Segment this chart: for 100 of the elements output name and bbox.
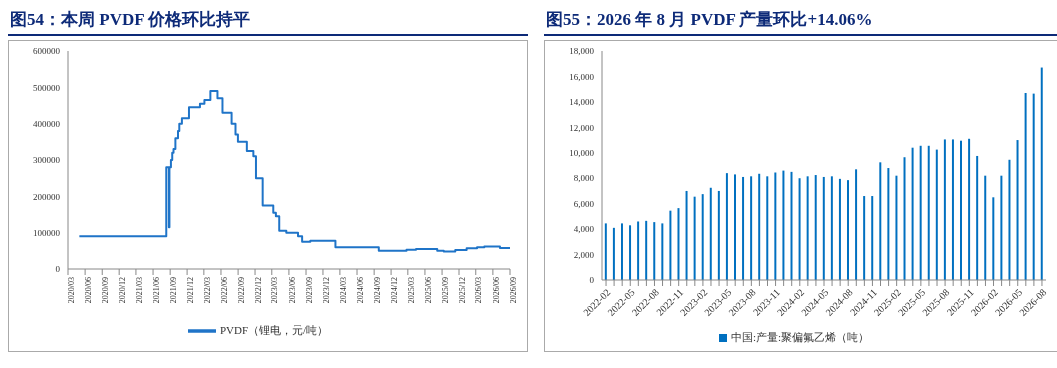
x-tick-label: 2020/03 [66,277,76,304]
x-tick-label: 2023/06 [287,277,297,304]
y-tick-label: 4,000 [573,224,595,235]
bar [1016,140,1019,280]
bar [992,197,995,280]
bar [701,194,704,280]
bar [960,140,963,280]
x-tick-label: 2023/12 [321,277,331,304]
bar [758,173,761,280]
bar [798,178,801,280]
bar [1008,159,1011,280]
x-tick-label: 2023/09 [304,277,314,304]
bar [847,180,850,280]
x-tick-label: 2024/03 [338,277,348,304]
bar [766,176,769,280]
bar [814,175,817,280]
bar [863,196,866,280]
y-tick-label: 14,000 [569,97,595,108]
y-tick-label: 12,000 [569,122,595,133]
x-tick-label: 2021/09 [168,277,178,304]
x-tick-label: 2022/12 [253,277,263,304]
bar [1024,92,1027,280]
bar [838,178,841,280]
bar [750,176,753,280]
bar [725,173,728,280]
x-tick-label: 2024/09 [372,277,382,304]
y-tick-label: 6,000 [573,198,595,209]
bar [790,171,793,280]
bar [604,223,607,280]
bar [919,145,922,280]
bar [742,176,745,280]
chart-title: 图54：本周 PVDF 价格环比持平 [8,8,528,36]
bar [822,176,825,280]
y-tick-label: 16,000 [569,71,595,82]
y-tick-label: 8,000 [573,173,595,184]
bar [976,155,979,280]
y-tick-label: 500000 [33,82,61,93]
y-tick-label: 2,000 [573,249,595,260]
y-tick-label: 18,000 [569,46,595,57]
y-tick-label: 10,000 [569,147,595,158]
y-tick-label: 0 [589,275,595,286]
x-tick-label: 2024/06 [355,277,365,304]
bar [685,190,688,280]
bar [629,225,632,280]
bar [879,162,882,280]
x-tick-label: 2022/06 [219,277,229,304]
bar [951,139,954,280]
bar [637,221,640,280]
bar [935,149,938,280]
chart-title: 图55：2026 年 8 月 PVDF 产量环比+14.06% [544,8,1057,36]
bar [806,176,809,280]
legend-label: 中国:产量:聚偏氟乙烯（吨） [730,331,870,343]
x-tick-label: 2020/09 [100,277,110,304]
y-tick-label: 400000 [33,118,61,129]
bar [1040,67,1043,280]
bar [895,175,898,280]
x-tick-label: 2020/12 [117,277,127,304]
x-tick-label: 2020/06 [83,277,93,304]
x-tick-label: 2026/09 [508,277,518,304]
x-tick-label: 2025/06 [423,277,433,304]
bar [903,157,906,280]
bar [693,196,696,280]
x-tick-label: 2021/03 [134,277,144,304]
bar [774,172,777,280]
x-tick-label: 2025/12 [457,277,467,304]
bar [943,139,946,280]
x-tick-label: 2023/03 [270,277,280,304]
x-tick-label: 2025/03 [406,277,416,304]
x-tick-label: 2024/12 [389,277,399,304]
bar [855,169,858,280]
bar [661,223,664,280]
bar [620,223,623,280]
bar [717,190,720,280]
x-tick-label: 2025/09 [440,277,450,304]
y-tick-label: 600000 [33,46,61,57]
y-tick-label: 300000 [33,155,61,166]
y-tick-label: 200000 [33,191,61,202]
y-tick-label: 0 [55,264,61,275]
bar [733,174,736,280]
x-tick-label: 2026/03 [474,277,484,304]
bar [653,222,656,280]
bar [871,196,874,280]
x-tick-label: 2022/09 [236,277,246,304]
x-tick-label: 2021/12 [185,277,195,304]
bar [984,175,987,280]
legend-label: PVDF（锂电，元/吨） [219,323,329,336]
x-tick-label: 2022/03 [202,277,212,304]
bar [645,220,648,280]
bar [1032,93,1035,280]
bar [782,170,785,280]
x-tick-label: 2026/06 [491,277,501,304]
bar [968,138,971,280]
bar [887,168,890,280]
x-tick-label: 2021/06 [151,277,161,304]
bar [830,176,833,280]
y-tick-label: 100000 [33,227,61,238]
bar [677,208,680,280]
bar [1000,175,1003,280]
bar [669,210,672,280]
bar [709,187,712,280]
